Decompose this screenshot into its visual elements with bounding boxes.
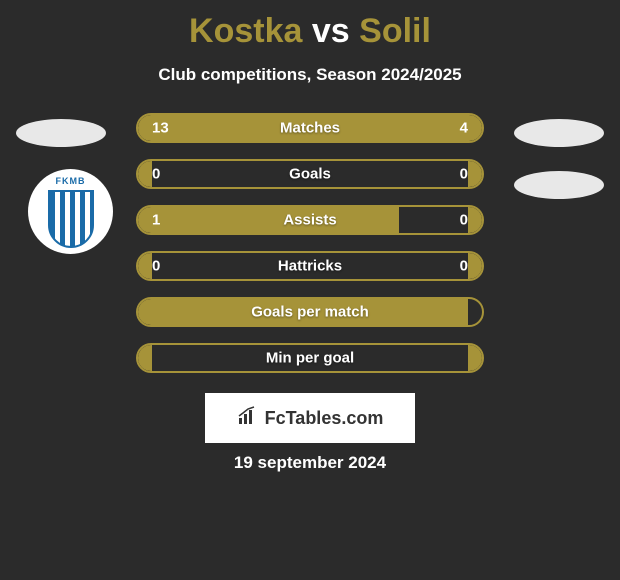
stat-bar-assists: 1 0 Assists <box>136 205 484 235</box>
player2-name: Solil <box>359 12 431 50</box>
bar-value-right: 4 <box>460 120 468 137</box>
bar-label: Min per goal <box>266 350 354 367</box>
stat-bar-hattricks: 0 0 Hattricks <box>136 251 484 281</box>
club-badge-text: FKMB <box>40 176 102 186</box>
bar-right-fill <box>468 253 482 279</box>
bar-value-left: 1 <box>152 212 160 229</box>
bar-value-right: 0 <box>460 212 468 229</box>
player1-avatar-placeholder <box>16 119 106 147</box>
stat-bars-container: 13 4 Matches 0 0 Goals 1 0 Assists 0 0 Hattricks Goa… <box>136 113 484 389</box>
subtitle: Club competitions, Season 2024/2025 <box>0 65 620 85</box>
bar-left-fill <box>138 345 152 371</box>
club-badge-inner: FKMB <box>40 176 102 248</box>
vs-text: vs <box>312 12 350 50</box>
bar-label: Assists <box>283 212 336 229</box>
bar-value-left: 0 <box>152 166 160 183</box>
player1-name: Kostka <box>189 12 302 50</box>
bar-left-fill <box>138 115 389 141</box>
stat-bar-matches: 13 4 Matches <box>136 113 484 143</box>
stat-bar-min-per-goal: Min per goal <box>136 343 484 373</box>
footer-logo: FcTables.com <box>205 393 415 443</box>
chart-icon <box>237 406 259 431</box>
bar-left-fill <box>138 253 152 279</box>
player2-club-placeholder <box>514 171 604 199</box>
bar-left-fill <box>138 207 399 233</box>
bar-label: Matches <box>280 120 340 137</box>
footer-date: 19 september 2024 <box>0 453 620 473</box>
bar-value-left: 0 <box>152 258 160 275</box>
bar-label: Hattricks <box>278 258 342 275</box>
bar-left-fill <box>138 161 152 187</box>
bar-right-fill <box>468 207 482 233</box>
player1-club-badge: FKMB <box>28 169 113 254</box>
bar-label: Goals <box>289 166 331 183</box>
bar-right-fill <box>468 345 482 371</box>
stat-bar-goals-per-match: Goals per match <box>136 297 484 327</box>
footer-logo-text: FcTables.com <box>265 408 384 429</box>
comparison-title: Kostka vs Solil <box>0 0 620 51</box>
bar-label: Goals per match <box>251 304 369 321</box>
stat-bar-goals: 0 0 Goals <box>136 159 484 189</box>
club-badge-stripes <box>48 190 94 248</box>
bar-right-fill <box>468 161 482 187</box>
bar-right-fill <box>389 115 482 141</box>
player2-avatar-placeholder <box>514 119 604 147</box>
bar-value-right: 0 <box>460 166 468 183</box>
bar-value-left: 13 <box>152 120 169 137</box>
bar-value-right: 0 <box>460 258 468 275</box>
